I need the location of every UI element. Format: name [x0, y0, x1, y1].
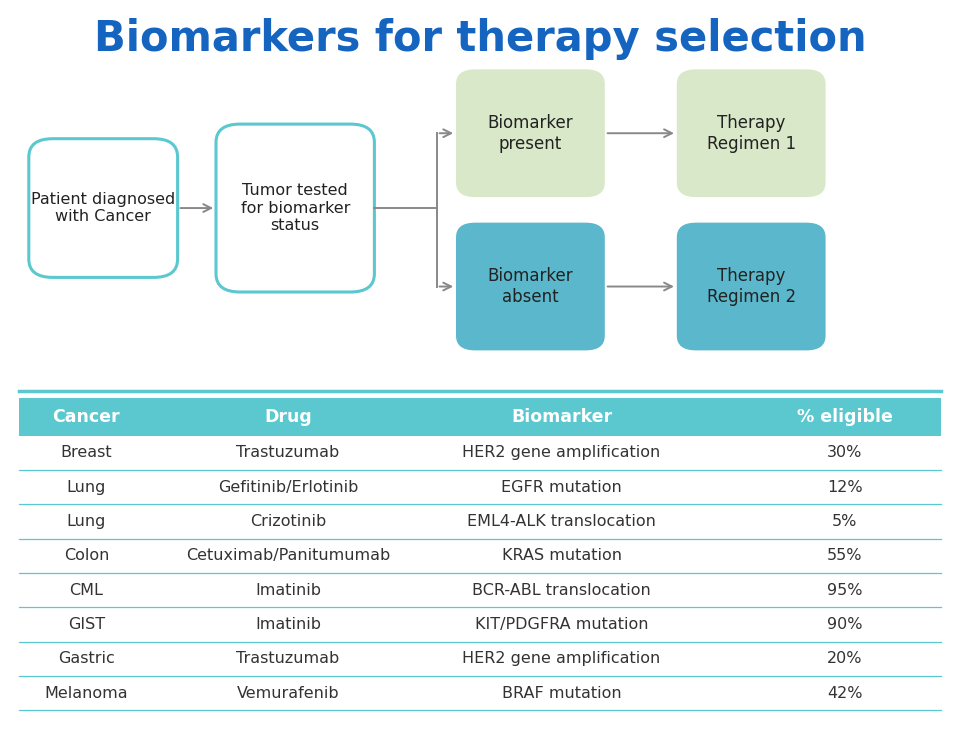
- Text: EGFR mutation: EGFR mutation: [501, 480, 622, 495]
- Text: Biomarker
present: Biomarker present: [488, 114, 573, 153]
- Text: 30%: 30%: [828, 445, 862, 461]
- FancyBboxPatch shape: [216, 124, 374, 292]
- Text: HER2 gene amplification: HER2 gene amplification: [463, 651, 660, 666]
- Text: Biomarkers for therapy selection: Biomarkers for therapy selection: [94, 18, 866, 61]
- Text: Biomarker
absent: Biomarker absent: [488, 267, 573, 306]
- Text: 20%: 20%: [828, 651, 862, 666]
- FancyBboxPatch shape: [456, 223, 605, 350]
- Text: Drug: Drug: [264, 408, 312, 426]
- Text: CML: CML: [69, 583, 104, 598]
- FancyBboxPatch shape: [456, 69, 605, 197]
- Text: Trastuzumab: Trastuzumab: [236, 445, 340, 461]
- Text: 90%: 90%: [828, 617, 862, 632]
- Text: Crizotinib: Crizotinib: [250, 514, 326, 529]
- Text: Colon: Colon: [63, 548, 109, 564]
- Text: Lung: Lung: [66, 514, 107, 529]
- Text: BRAF mutation: BRAF mutation: [502, 685, 621, 701]
- Text: 95%: 95%: [828, 583, 862, 598]
- Text: Lung: Lung: [66, 480, 107, 495]
- Text: % eligible: % eligible: [797, 408, 893, 426]
- Text: Cetuximab/Panitumumab: Cetuximab/Panitumumab: [186, 548, 390, 564]
- FancyBboxPatch shape: [19, 398, 941, 436]
- Text: 12%: 12%: [827, 480, 863, 495]
- FancyBboxPatch shape: [677, 69, 826, 197]
- Text: GIST: GIST: [68, 617, 105, 632]
- Text: Imatinib: Imatinib: [255, 583, 321, 598]
- Text: Gastric: Gastric: [58, 651, 115, 666]
- Text: Therapy
Regimen 2: Therapy Regimen 2: [707, 267, 796, 306]
- Text: Vemurafenib: Vemurafenib: [237, 685, 339, 701]
- Text: 5%: 5%: [832, 514, 857, 529]
- Text: Patient diagnosed
with Cancer: Patient diagnosed with Cancer: [31, 192, 176, 224]
- Text: EML4-ALK translocation: EML4-ALK translocation: [468, 514, 656, 529]
- Text: 55%: 55%: [828, 548, 862, 564]
- Text: 42%: 42%: [828, 685, 862, 701]
- Text: BCR-ABL translocation: BCR-ABL translocation: [472, 583, 651, 598]
- Text: KIT/PDGFRA mutation: KIT/PDGFRA mutation: [475, 617, 648, 632]
- Text: Trastuzumab: Trastuzumab: [236, 651, 340, 666]
- FancyBboxPatch shape: [29, 139, 178, 277]
- FancyBboxPatch shape: [677, 223, 826, 350]
- Text: Biomarker: Biomarker: [511, 408, 612, 426]
- Text: Cancer: Cancer: [53, 408, 120, 426]
- Text: Melanoma: Melanoma: [44, 685, 129, 701]
- Text: Tumor tested
for biomarker
status: Tumor tested for biomarker status: [241, 183, 349, 233]
- Text: Therapy
Regimen 1: Therapy Regimen 1: [707, 114, 796, 153]
- Text: HER2 gene amplification: HER2 gene amplification: [463, 445, 660, 461]
- Text: Breast: Breast: [60, 445, 112, 461]
- Text: KRAS mutation: KRAS mutation: [501, 548, 621, 564]
- Text: Imatinib: Imatinib: [255, 617, 321, 632]
- Text: Gefitinib/Erlotinib: Gefitinib/Erlotinib: [218, 480, 358, 495]
